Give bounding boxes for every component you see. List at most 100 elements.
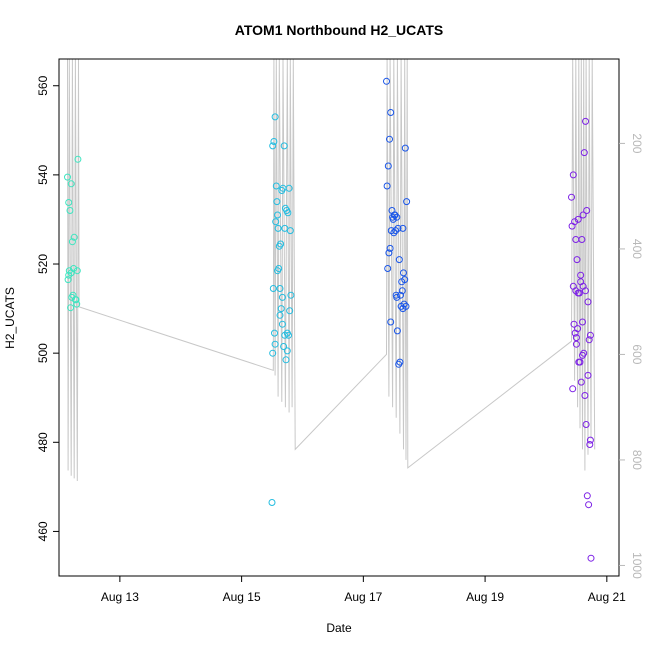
data-points-layer <box>64 77 595 562</box>
data-point <box>276 311 284 319</box>
data-point <box>582 421 590 428</box>
data-point <box>397 302 405 310</box>
data-point <box>383 77 390 85</box>
plot-frame <box>58 58 620 577</box>
data-point <box>286 307 294 315</box>
data-point <box>391 211 399 219</box>
data-point <box>280 343 288 350</box>
x-tick-label: Aug 19 <box>466 590 504 604</box>
data-point <box>586 331 594 339</box>
data-point <box>383 182 391 190</box>
secondary-y-tick-label: 600 <box>630 344 644 364</box>
data-point <box>402 302 410 310</box>
x-tick-label: Aug 15 <box>223 590 261 604</box>
data-point <box>268 499 276 506</box>
data-point <box>579 318 586 326</box>
data-point <box>384 265 392 272</box>
y-tick-label: 520 <box>36 254 50 274</box>
data-point <box>67 304 75 312</box>
data-point <box>574 289 582 297</box>
data-point <box>274 224 282 232</box>
data-point <box>387 318 395 326</box>
data-point <box>570 320 578 328</box>
data-point <box>64 276 72 284</box>
data-point <box>389 213 397 221</box>
secondary-y-tick-label: 400 <box>630 239 644 259</box>
data-point <box>287 291 295 299</box>
data-point <box>278 293 286 301</box>
y-tick-label: 500 <box>36 343 50 363</box>
data-point <box>580 149 588 157</box>
y-tick-label: 480 <box>36 432 50 452</box>
data-point <box>272 182 280 190</box>
data-point <box>385 249 393 257</box>
data-point <box>65 267 73 275</box>
data-point <box>73 300 81 308</box>
data-point <box>586 441 594 448</box>
data-point <box>284 209 292 217</box>
data-point <box>67 180 75 188</box>
data-point <box>272 218 280 226</box>
data-point <box>580 349 588 357</box>
data-point <box>584 298 592 306</box>
data-point <box>70 233 78 241</box>
data-point <box>585 336 593 344</box>
data-point <box>583 492 591 500</box>
data-point <box>280 142 288 150</box>
data-point <box>583 207 591 214</box>
data-point <box>393 327 401 335</box>
pressure-line <box>67 58 596 482</box>
data-point <box>569 171 577 179</box>
data-point <box>278 320 286 328</box>
data-point <box>393 293 401 301</box>
data-point <box>582 117 589 125</box>
y-tick-label: 460 <box>36 521 50 541</box>
data-point <box>571 218 579 226</box>
data-point <box>574 215 582 223</box>
secondary-y-tick-label: 1000 <box>630 552 644 579</box>
data-point <box>586 436 594 444</box>
data-point <box>276 285 284 292</box>
data-point <box>396 358 404 366</box>
data-point <box>271 329 278 337</box>
data-point <box>269 349 277 357</box>
data-point <box>72 296 80 304</box>
axes-layer: Aug 13 Aug 15 Aug 17 Aug 19 Aug 21 460 480 500 5… <box>36 58 644 604</box>
data-point <box>573 256 581 264</box>
data-point <box>577 271 585 279</box>
data-point <box>281 224 289 232</box>
data-point <box>283 347 291 355</box>
data-point <box>572 340 580 348</box>
data-point <box>269 285 277 292</box>
data-point <box>400 269 407 277</box>
data-point <box>401 276 409 284</box>
data-point <box>569 385 577 393</box>
x-tick-label: Aug 17 <box>344 590 382 604</box>
chart-title: ATOM1 Northbound H2_UCATS <box>235 22 443 38</box>
data-point <box>582 287 589 295</box>
data-point <box>581 392 589 399</box>
data-point <box>277 240 285 248</box>
data-point <box>274 267 281 275</box>
data-point <box>271 113 279 121</box>
y-tick-label: 540 <box>36 165 50 185</box>
data-point <box>64 173 71 181</box>
data-point <box>574 325 582 333</box>
data-point <box>577 378 585 386</box>
data-point <box>578 236 586 243</box>
secondary-y-tick-label: 200 <box>630 133 644 153</box>
data-point <box>65 199 73 206</box>
data-point <box>401 144 409 152</box>
x-tick-label: Aug 13 <box>101 590 139 604</box>
data-point <box>285 184 293 192</box>
data-point <box>386 244 394 252</box>
data-point <box>397 291 404 299</box>
pressure-line-layer <box>67 58 596 482</box>
data-point <box>70 265 78 272</box>
data-point <box>403 198 411 206</box>
data-point <box>585 501 593 509</box>
data-point <box>568 193 575 201</box>
data-point <box>392 227 400 235</box>
